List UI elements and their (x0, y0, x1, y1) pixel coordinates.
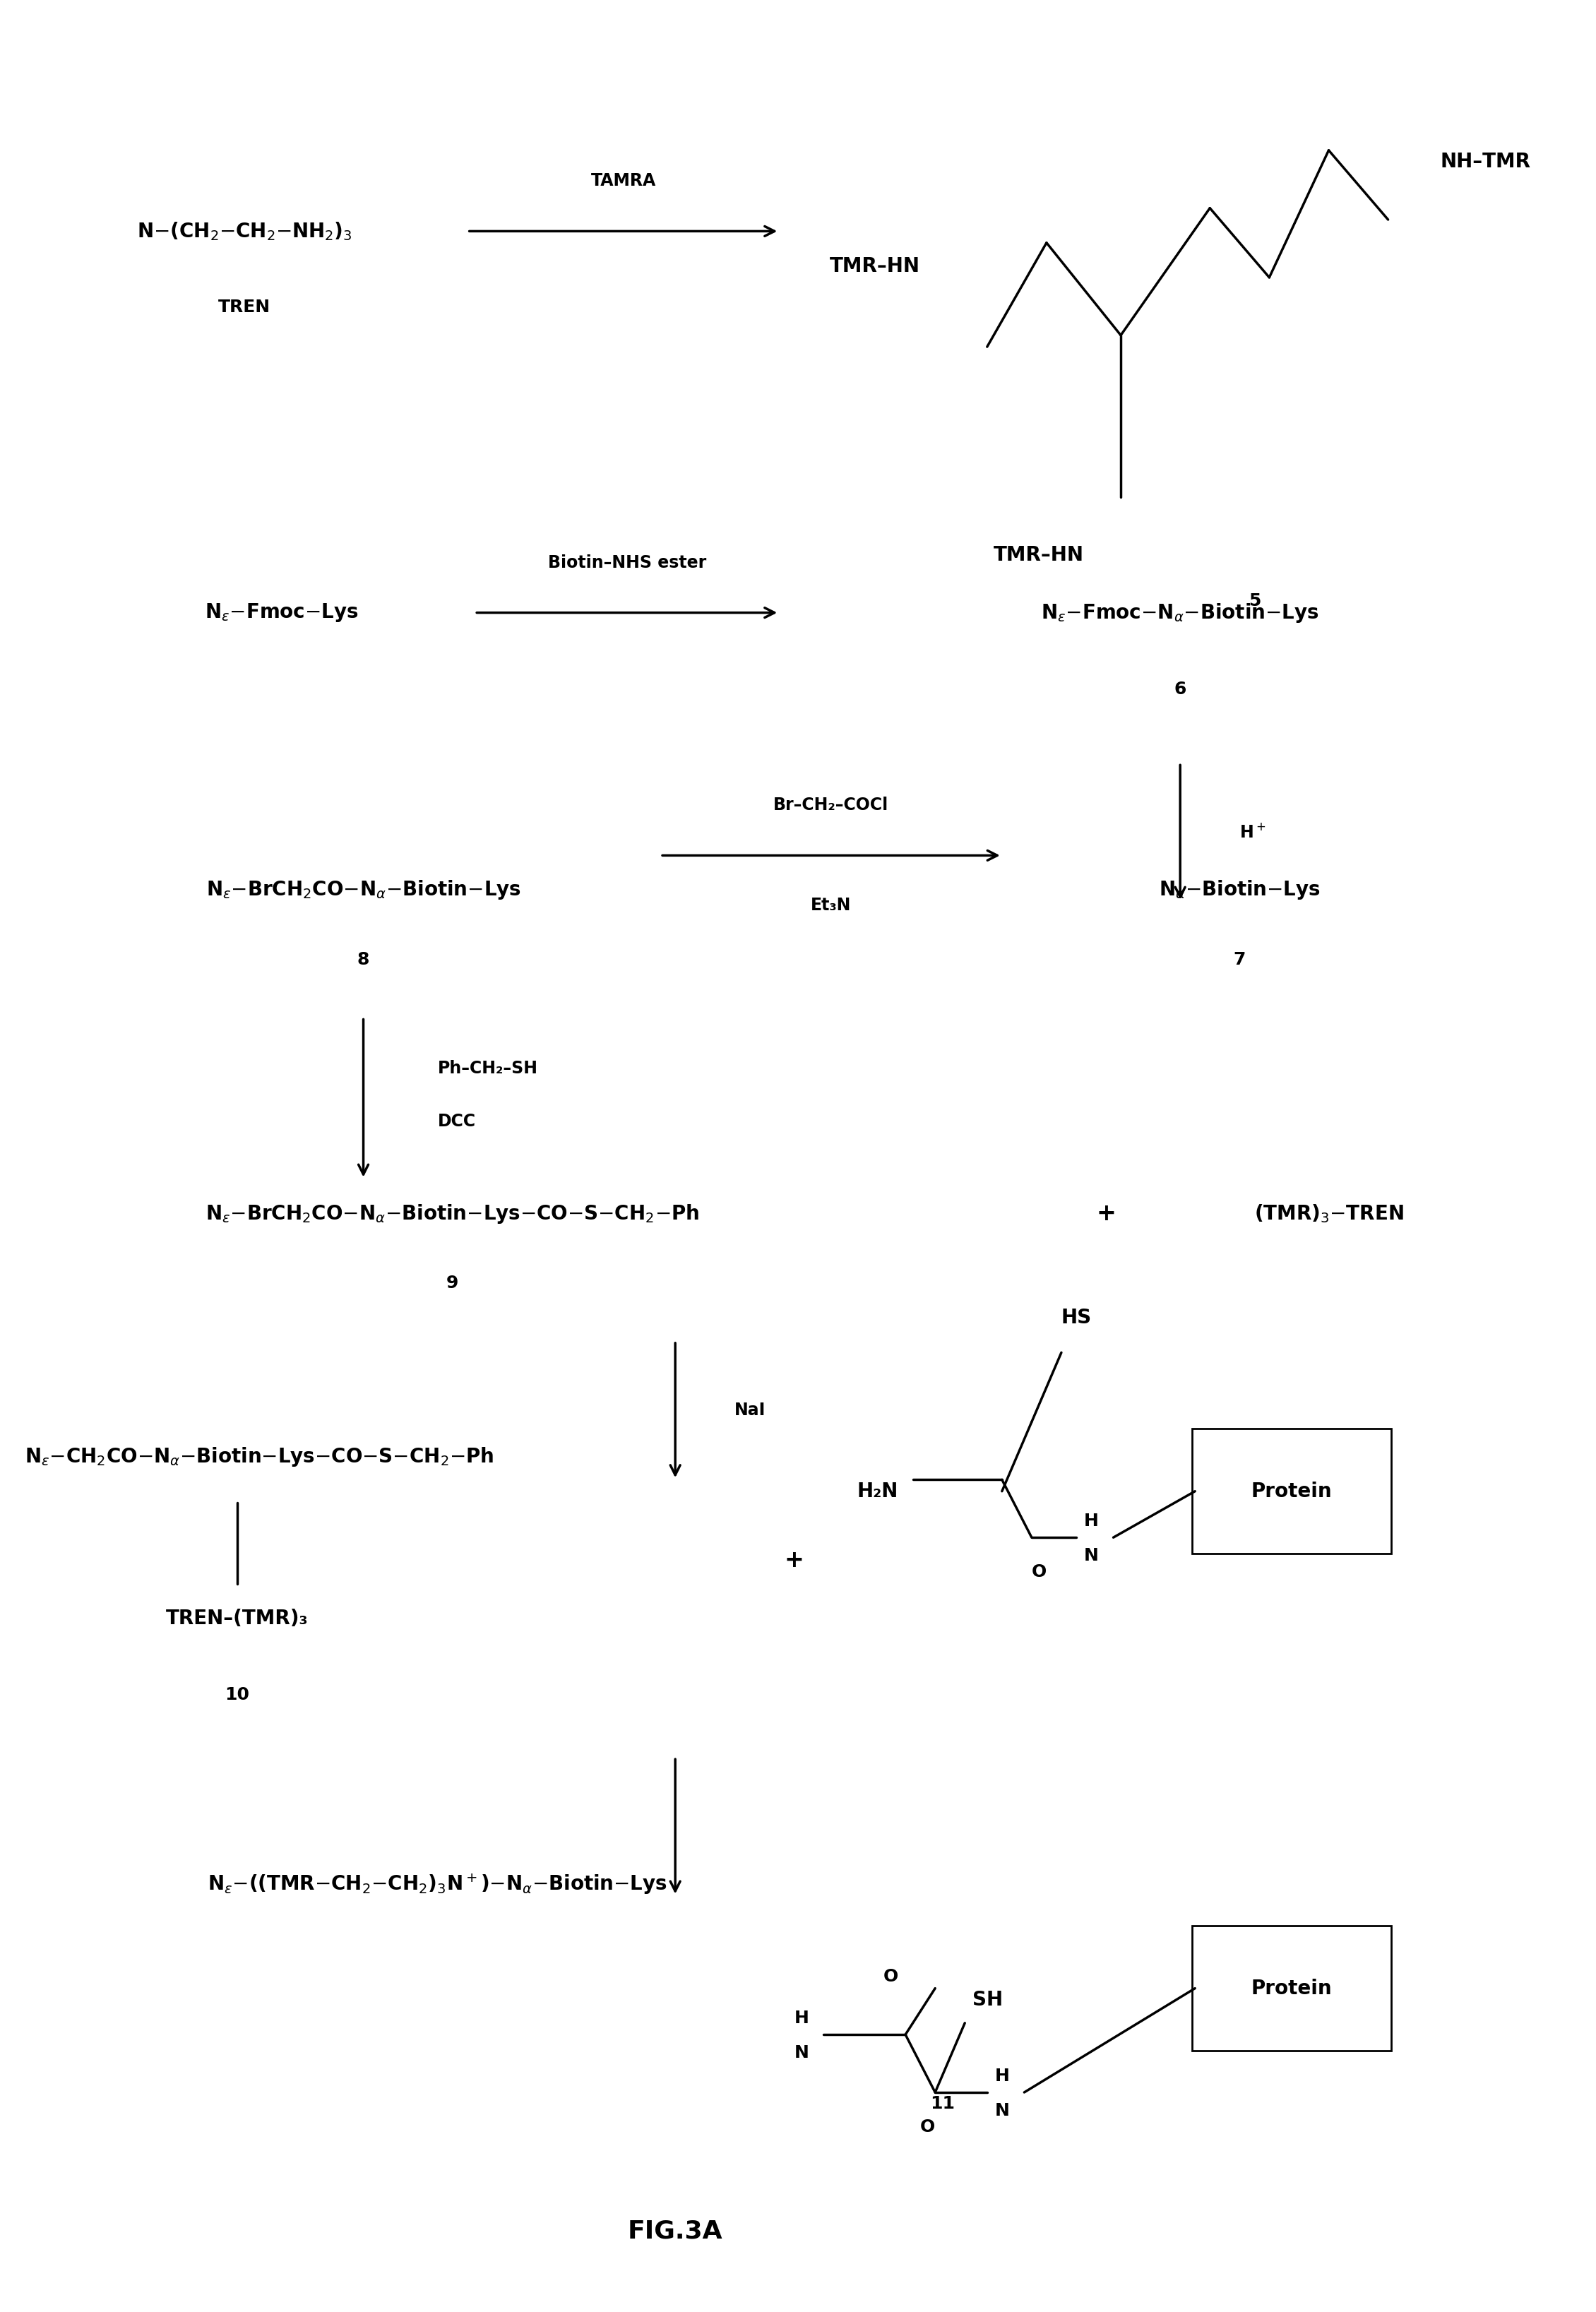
Text: N$_\varepsilon$$-$BrCH$_2$CO$-$N$_\alpha$$-$Biotin$-$Lys$-$CO$-$S$-$CH$_2$$-$Ph: N$_\varepsilon$$-$BrCH$_2$CO$-$N$_\alpha… (206, 1202, 699, 1225)
Text: TMR–HN: TMR–HN (993, 546, 1084, 564)
Text: N$_\varepsilon$$-$CH$_2$CO$-$N$_\alpha$$-$Biotin$-$Lys$-$CO$-$S$-$CH$_2$$-$Ph: N$_\varepsilon$$-$CH$_2$CO$-$N$_\alpha$$… (26, 1445, 495, 1468)
Text: (TMR)$_3$$-$TREN: (TMR)$_3$$-$TREN (1254, 1202, 1403, 1225)
Text: Protein: Protein (1251, 1979, 1333, 1998)
Text: 11: 11 (930, 2095, 954, 2113)
Text: H: H (994, 2067, 1009, 2085)
Text: 8: 8 (358, 950, 370, 969)
Text: N$_\varepsilon$$-$((TMR$-$CH$_2$$-$CH$_2$)$_3$N$^+$)$-$N$_\alpha$$-$Biotin$-$Lys: N$_\varepsilon$$-$((TMR$-$CH$_2$$-$CH$_2… (207, 1873, 667, 1896)
Text: N: N (994, 2102, 1009, 2120)
FancyBboxPatch shape (1192, 1926, 1392, 2051)
Text: SH: SH (972, 1991, 1002, 2009)
Text: Et₃N: Et₃N (811, 897, 851, 913)
Text: O: O (921, 2118, 935, 2136)
Text: N$_\varepsilon$$-$Fmoc$-$N$_\alpha$$-$Biotin$-$Lys: N$_\varepsilon$$-$Fmoc$-$N$_\alpha$$-$Bi… (1041, 601, 1320, 624)
Text: TREN: TREN (219, 298, 271, 317)
Text: 10: 10 (225, 1685, 249, 1704)
Text: +: + (784, 1549, 804, 1572)
Text: 7: 7 (1234, 950, 1246, 969)
Text: HS: HS (1061, 1309, 1092, 1327)
Text: 5: 5 (1248, 592, 1261, 610)
Text: +: + (1096, 1202, 1116, 1225)
Text: N$_\varepsilon$$-$BrCH$_2$CO$-$N$_\alpha$$-$Biotin$-$Lys: N$_\varepsilon$$-$BrCH$_2$CO$-$N$_\alpha… (206, 879, 520, 902)
Text: H₂N: H₂N (857, 1482, 899, 1500)
Text: N: N (1084, 1547, 1098, 1565)
Text: DCC: DCC (437, 1112, 476, 1131)
Text: TAMRA: TAMRA (591, 173, 656, 190)
Text: 6: 6 (1175, 680, 1186, 698)
Text: N$_\varepsilon$$-$Fmoc$-$Lys: N$_\varepsilon$$-$Fmoc$-$Lys (204, 601, 359, 624)
Text: TREN–(TMR)₃: TREN–(TMR)₃ (166, 1609, 308, 1628)
Text: NaI: NaI (734, 1401, 766, 1420)
Text: N$-$(CH$_2$$-$CH$_2$$-$NH$_2$)$_3$: N$-$(CH$_2$$-$CH$_2$$-$NH$_2$)$_3$ (137, 220, 353, 243)
Text: Br–CH₂–COCl: Br–CH₂–COCl (774, 798, 889, 814)
Text: TMR–HN: TMR–HN (830, 257, 921, 275)
Text: N: N (795, 2044, 809, 2062)
Text: 9: 9 (447, 1274, 458, 1292)
Text: O: O (883, 1968, 899, 1986)
Text: Biotin–NHS ester: Biotin–NHS ester (547, 555, 705, 571)
Text: H: H (1084, 1512, 1098, 1531)
Text: H$^+$: H$^+$ (1240, 823, 1266, 842)
Text: H: H (795, 2009, 809, 2028)
FancyBboxPatch shape (1192, 1429, 1392, 1554)
Text: N$_\alpha$$-$Biotin$-$Lys: N$_\alpha$$-$Biotin$-$Lys (1159, 879, 1320, 902)
Text: Ph–CH₂–SH: Ph–CH₂–SH (437, 1059, 538, 1077)
Text: NH–TMR: NH–TMR (1440, 153, 1531, 171)
Text: Protein: Protein (1251, 1482, 1333, 1500)
Text: O: O (1031, 1563, 1047, 1581)
Text: FIG.3A: FIG.3A (627, 2220, 723, 2243)
